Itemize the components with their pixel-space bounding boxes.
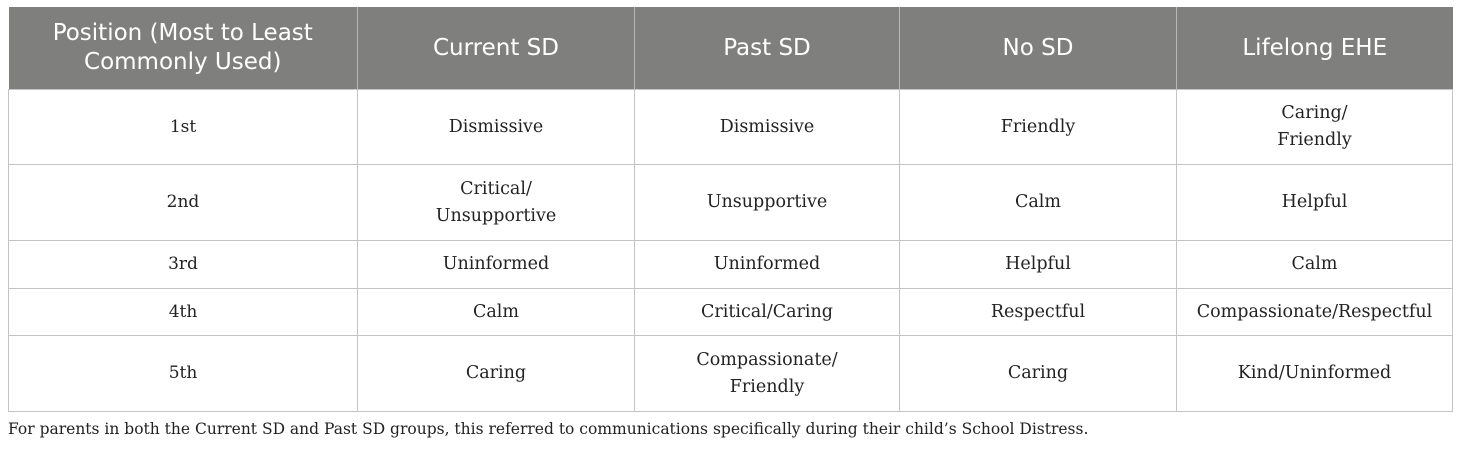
cell-line: Unsupportive bbox=[435, 205, 557, 226]
cell-line: Respectful bbox=[990, 301, 1086, 322]
position-cell: 4th bbox=[8, 288, 358, 336]
no-sd-cell: Respectful bbox=[899, 288, 1177, 336]
header-line: Commonly Used) bbox=[84, 49, 282, 75]
lifelong-ehe-cell: Kind/Uninformed bbox=[1176, 335, 1453, 412]
lifelong-ehe-cell: Compassionate/Respectful bbox=[1176, 288, 1453, 336]
no-sd-cell: Helpful bbox=[899, 240, 1177, 289]
no-sd-cell: Calm bbox=[899, 164, 1177, 241]
header-past-sd: Past SD bbox=[634, 7, 900, 90]
header-position: Position (Most to Least Commonly Used) bbox=[8, 7, 358, 90]
no-sd-cell: Caring bbox=[899, 335, 1177, 412]
cell-line: Uninformed bbox=[442, 254, 550, 274]
cell-line: Friendly bbox=[1277, 130, 1352, 150]
cell-line: Friendly bbox=[1000, 116, 1076, 137]
cell-line: Critical/ bbox=[460, 178, 532, 199]
cell-line: Helpful bbox=[1005, 254, 1071, 274]
header-line: Lifelong EHE bbox=[1242, 34, 1388, 61]
cell-line: Kind/Uninformed bbox=[1237, 363, 1392, 383]
cell-line: Helpful bbox=[1281, 192, 1348, 212]
past-sd-cell: Unsupportive bbox=[634, 164, 900, 241]
cell-line: Dismissive bbox=[719, 116, 815, 137]
table-row: 5th Caring Compassionate/ Friendly Carin… bbox=[8, 335, 1453, 412]
table-container: Position (Most to Least Commonly Used) C… bbox=[8, 7, 1453, 412]
header-current-sd: Current SD bbox=[357, 7, 635, 90]
current-sd-cell: Calm bbox=[357, 288, 635, 336]
position-cell: 1st bbox=[8, 89, 358, 165]
cell-line: Friendly bbox=[729, 376, 805, 397]
cell-line: Compassionate/Respectful bbox=[1196, 301, 1433, 322]
past-sd-cell: Critical/Caring bbox=[634, 288, 900, 336]
header-line: No SD bbox=[1002, 34, 1074, 61]
table-row: 4th Calm Critical/Caring Respectful Comp… bbox=[8, 288, 1453, 336]
header-line: Position (Most to Least bbox=[52, 20, 313, 46]
cell-line: Caring bbox=[465, 363, 527, 383]
position-cell: 3rd bbox=[8, 240, 358, 289]
header-row: Position (Most to Least Commonly Used) C… bbox=[8, 7, 1453, 90]
current-sd-cell: Critical/ Unsupportive bbox=[357, 164, 635, 241]
current-sd-cell: Caring bbox=[357, 335, 635, 412]
cell-line: Caring/ bbox=[1281, 103, 1348, 123]
cell-line: Calm bbox=[1291, 254, 1338, 274]
current-sd-cell: Uninformed bbox=[357, 240, 635, 289]
cell-line: Calm bbox=[1014, 192, 1061, 212]
past-sd-cell: Uninformed bbox=[634, 240, 900, 289]
cell-line: Unsupportive bbox=[706, 192, 828, 212]
header-no-sd: No SD bbox=[899, 7, 1177, 90]
lifelong-ehe-cell: Calm bbox=[1176, 240, 1453, 289]
header-line: Current SD bbox=[432, 34, 559, 61]
position-cell: 2nd bbox=[8, 164, 358, 241]
cell-line: Calm bbox=[472, 301, 519, 322]
no-sd-cell: Friendly bbox=[899, 89, 1177, 165]
cell-line: Uninformed bbox=[713, 254, 821, 274]
past-sd-cell: Dismissive bbox=[634, 89, 900, 165]
table-row: 3rd Uninformed Uninformed Helpful Calm bbox=[8, 240, 1453, 289]
current-sd-cell: Dismissive bbox=[357, 89, 635, 165]
position-cell: 5th bbox=[8, 335, 358, 412]
header-lifelong-ehe: Lifelong EHE bbox=[1176, 7, 1453, 90]
cell-line: Critical/Caring bbox=[701, 301, 833, 322]
cell-line: Dismissive bbox=[448, 116, 544, 137]
lifelong-ehe-cell: Caring/ Friendly bbox=[1176, 89, 1453, 165]
results-table: Position (Most to Least Commonly Used) C… bbox=[8, 7, 1453, 412]
lifelong-ehe-cell: Helpful bbox=[1176, 164, 1453, 241]
table-row: 2nd Critical/ Unsupportive Unsupportive … bbox=[8, 164, 1453, 241]
table-row: 1st Dismissive Dismissive Friendly Carin… bbox=[8, 89, 1453, 165]
header-line: Past SD bbox=[723, 34, 811, 61]
cell-line: Compassionate/ bbox=[696, 349, 838, 370]
cell-line: Caring bbox=[1007, 363, 1069, 383]
past-sd-cell: Compassionate/ Friendly bbox=[634, 335, 900, 412]
table-footnote: For parents in both the Current SD and P… bbox=[8, 420, 1089, 438]
